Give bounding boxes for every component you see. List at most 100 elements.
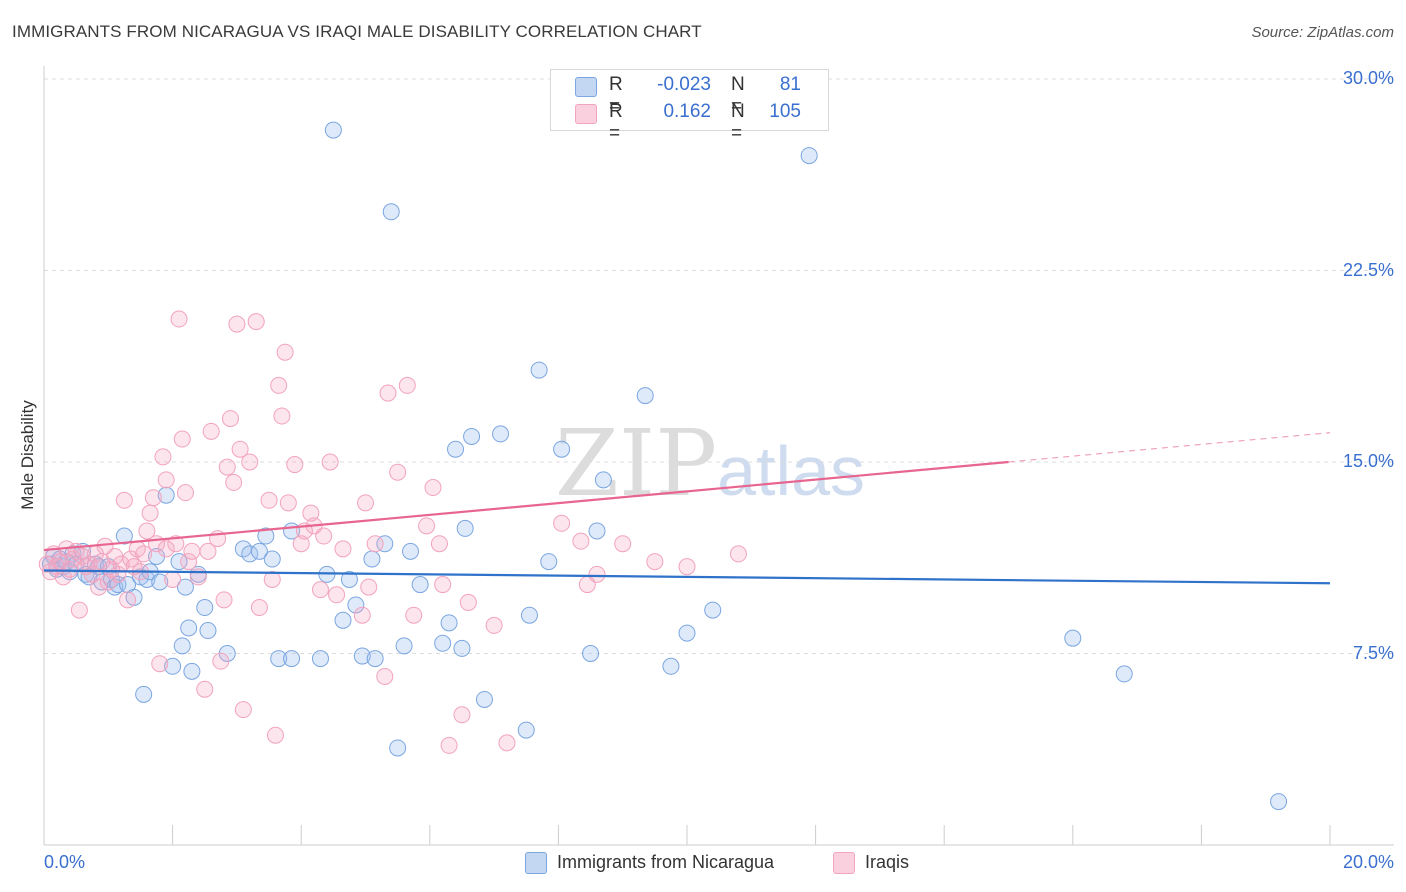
nicaragua-point <box>411 576 429 594</box>
iraqis-point <box>80 555 98 573</box>
iraqis-point <box>250 599 268 617</box>
iraqis-point <box>270 376 288 394</box>
nicaragua-point <box>196 599 214 617</box>
iraqis-point <box>215 591 233 609</box>
legend-label: Immigrants from Nicaragua <box>557 852 775 872</box>
iraqis-point <box>173 430 191 448</box>
iraqis-point <box>151 655 169 673</box>
iraqis-point <box>221 410 239 428</box>
watermark-sub: atlas <box>717 432 866 510</box>
iraqis-point <box>572 532 590 550</box>
nicaragua-point <box>520 606 538 624</box>
legend-item-nicaragua[interactable]: Immigrants from Nicaragua <box>525 852 775 875</box>
iraqis-point <box>459 593 477 611</box>
nicaragua-point <box>382 203 400 221</box>
iraqis-point <box>678 558 696 576</box>
nicaragua-point <box>324 121 342 139</box>
iraqis-point <box>279 494 297 512</box>
nicaragua-point <box>800 147 818 165</box>
iraqis-point <box>144 489 162 507</box>
iraqis-point <box>434 576 452 594</box>
legend-item-iraqis[interactable]: Iraqis <box>833 852 910 875</box>
iraqis-point <box>379 384 397 402</box>
nicaragua-point <box>257 527 275 545</box>
nicaragua-point <box>463 427 481 445</box>
trend-lines <box>43 432 1331 585</box>
iraqis-point <box>430 535 448 553</box>
iraqis-point <box>440 736 458 754</box>
nicaragua-point <box>311 650 329 668</box>
nicaragua-point <box>183 662 201 680</box>
y-tick-label: 30.0% <box>1342 68 1394 88</box>
nicaragua-point <box>678 624 696 642</box>
iraqis-point <box>225 473 243 491</box>
iraqis-point <box>231 440 249 458</box>
nicaragua-point <box>402 542 420 560</box>
iraqis-point <box>115 491 133 509</box>
chart-title: IMMIGRANTS FROM NICARAGUA VS IRAQI MALE … <box>12 22 702 41</box>
iraqis-point <box>90 578 108 596</box>
nicaragua-point <box>340 570 358 588</box>
nicaragua-point <box>250 542 268 560</box>
y-tick-label: 7.5% <box>1352 642 1394 663</box>
iraqis-point <box>328 586 346 604</box>
nicaragua-point <box>176 578 194 596</box>
nicaragua-point <box>453 639 471 657</box>
iraqis-point <box>729 545 747 563</box>
iraqis-point <box>614 535 632 553</box>
nicaragua-point <box>1115 665 1133 683</box>
nicaragua-point <box>180 619 198 637</box>
nicaragua-point <box>199 622 217 640</box>
x-tick-label: 0.0% <box>44 852 86 872</box>
nicaragua-point <box>1064 629 1082 647</box>
nicaragua-point <box>109 576 127 594</box>
nicaragua-point <box>363 550 381 568</box>
n-value: 81 <box>779 74 801 95</box>
iraqis-point <box>218 458 236 476</box>
nicaragua-point <box>389 739 407 757</box>
r-label: R = <box>609 101 623 144</box>
grid-lines <box>44 78 1394 654</box>
iraqis-point <box>418 517 436 535</box>
iraqis-point <box>286 456 304 474</box>
nicaragua-point <box>173 637 191 655</box>
nicaragua-point <box>151 573 169 591</box>
nicaragua-point <box>447 440 465 458</box>
iraqis-point <box>167 535 185 553</box>
nicaragua-point <box>1270 793 1288 811</box>
nicaragua-point <box>553 440 571 458</box>
legend-label: Iraqis <box>865 852 910 872</box>
nicaragua-point <box>263 550 281 568</box>
nicaragua-point <box>283 650 301 668</box>
iraqis-point <box>202 422 220 440</box>
iraqis-point <box>196 680 214 698</box>
iraqis-point <box>311 581 329 599</box>
nicaragua-point <box>334 611 352 629</box>
n-label: N = <box>731 101 745 144</box>
nicaragua-point <box>588 522 606 540</box>
iraqis-point <box>485 616 503 634</box>
iraqis-point <box>321 453 339 471</box>
y-tick-label: 15.0% <box>1342 451 1394 471</box>
iraqis-point <box>234 701 252 719</box>
iraqis-point <box>360 578 378 596</box>
source-label: Source: ZipAtlas.com <box>1251 24 1394 41</box>
iraqis-point <box>157 471 175 489</box>
iraqis-point <box>154 448 172 466</box>
iraqis-swatch <box>833 852 855 875</box>
nicaragua-trend-line <box>43 569 1331 585</box>
nicaragua-point <box>347 596 365 614</box>
nicaragua-point <box>135 685 153 703</box>
nicaragua-point <box>440 614 458 632</box>
r-label: R = <box>609 74 623 117</box>
iraqis-trend-line <box>43 460 1009 552</box>
iraqis-point <box>453 706 471 724</box>
iraqis-point <box>588 565 606 583</box>
axes <box>43 66 1394 846</box>
data-points <box>38 121 1288 811</box>
nicaragua-point <box>475 690 493 708</box>
nicaragua-swatch <box>575 77 597 97</box>
iraqis-point <box>157 540 175 558</box>
nicaragua-point <box>157 486 175 504</box>
